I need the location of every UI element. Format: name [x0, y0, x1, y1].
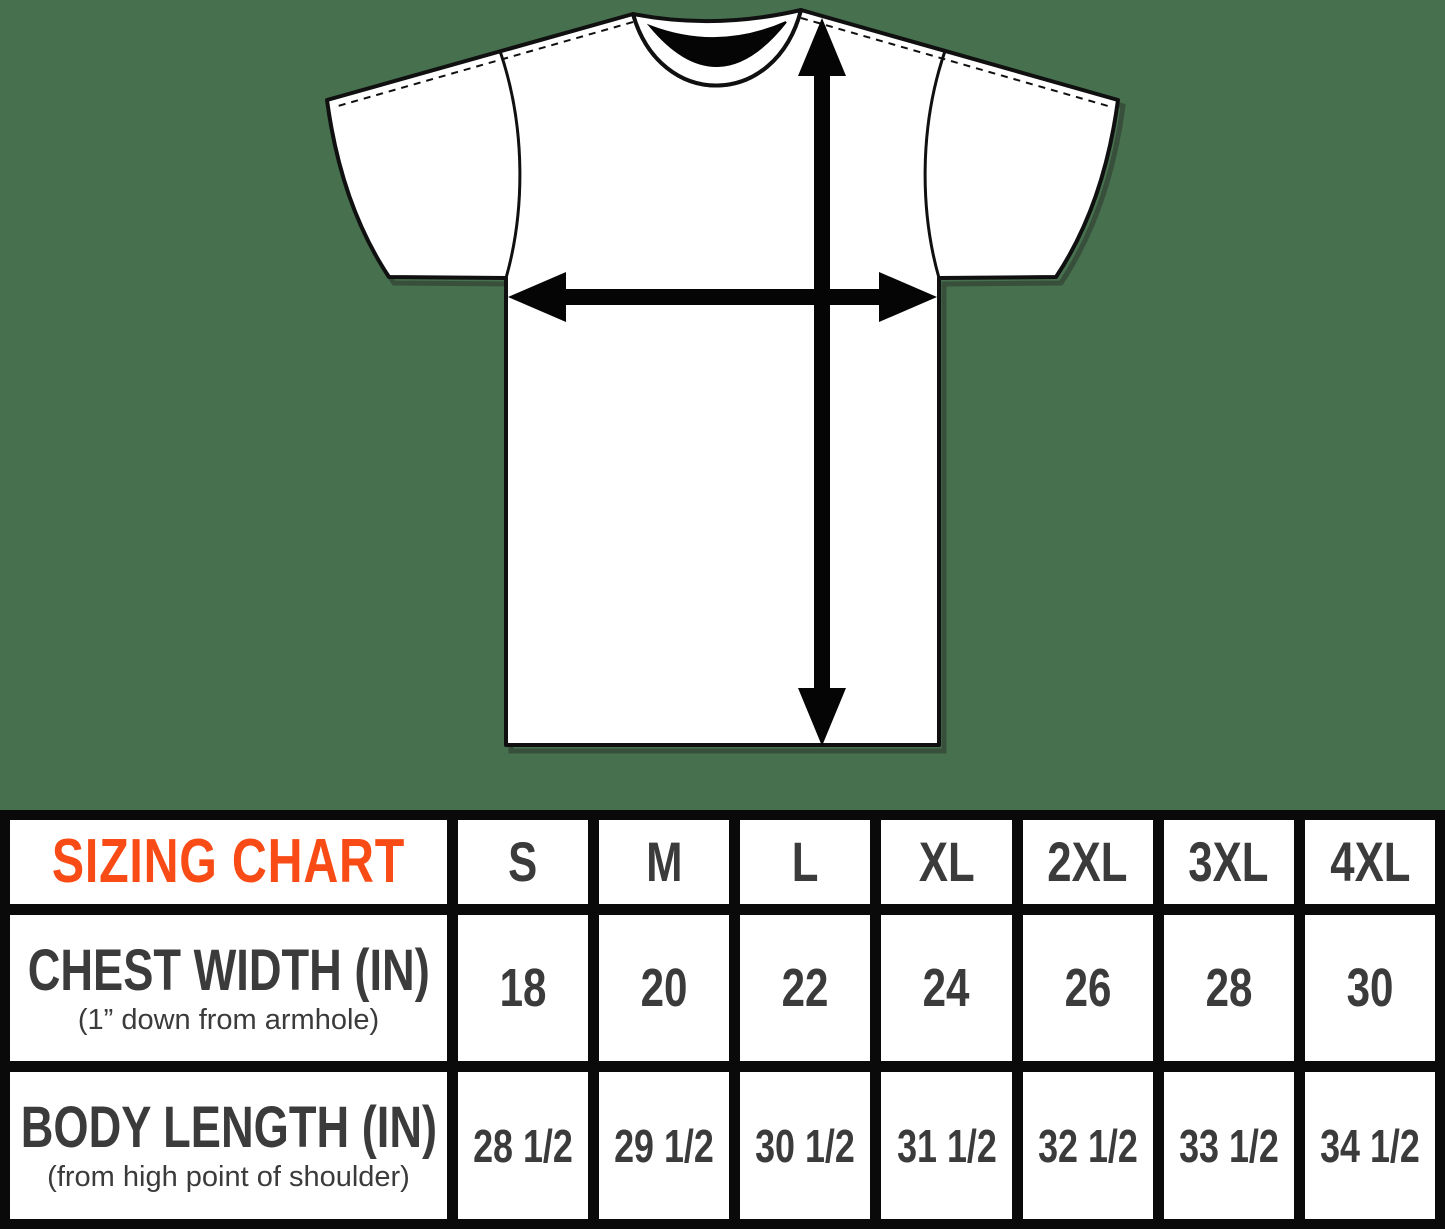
- tshirt-svg: [325, 8, 1126, 754]
- body-length-sublabel: (from high point of shoulder): [47, 1161, 410, 1193]
- chest-width-value-2xl: 26: [1022, 915, 1153, 1061]
- chest-width-value-3xl: 28: [1163, 915, 1294, 1061]
- body-length-value-s: 28 1/2: [458, 1072, 589, 1219]
- chest-width-arrow: [508, 272, 937, 322]
- chest-width-value-s: 18: [458, 915, 589, 1061]
- chest-width-value-4xl: 30: [1304, 915, 1435, 1061]
- left-armhole-seam: [498, 50, 522, 279]
- sizing-chart-title-cell: SIZING CHART: [10, 820, 447, 904]
- right-armhole-seam: [923, 50, 947, 279]
- sizing-chart-title: SIZING CHART: [51, 827, 406, 896]
- tshirt-diagram: [325, 8, 1126, 754]
- chest-width-value-xl: 24: [881, 915, 1012, 1061]
- body-length-value-l: 30 1/2: [740, 1072, 871, 1219]
- body-length-label: BODY LENGTH (IN): [20, 1095, 437, 1160]
- sizing-table: SIZING CHART S M L XL 2XL 3XL 4XL CHEST …: [0, 810, 1445, 1229]
- right-shoulder-stitch: [800, 17, 1109, 107]
- chest-width-sublabel: (1” down from armhole): [77, 1003, 380, 1036]
- tshirt-outline: [325, 8, 1120, 747]
- size-column-header-xl: XL: [881, 820, 1012, 904]
- size-column-header-s: S: [458, 820, 589, 904]
- chest-width-value-l: 22: [740, 915, 871, 1061]
- size-column-header-3xl: 3XL: [1163, 820, 1294, 904]
- body-length-label-cell: BODY LENGTH (IN) (from high point of sho…: [10, 1072, 447, 1219]
- chest-width-label-cell: CHEST WIDTH (IN) (1” down from armhole): [10, 915, 447, 1061]
- size-column-header-2xl: 2XL: [1022, 820, 1153, 904]
- chest-width-value-m: 20: [599, 915, 730, 1061]
- body-length-value-2xl: 32 1/2: [1022, 1072, 1153, 1219]
- collar-opening: [646, 21, 787, 67]
- chest-width-label: CHEST WIDTH (IN): [27, 937, 430, 1003]
- size-column-header-4xl: 4XL: [1304, 820, 1435, 904]
- body-length-value-m: 29 1/2: [599, 1072, 730, 1219]
- body-length-value-xl: 31 1/2: [881, 1072, 1012, 1219]
- body-length-value-3xl: 33 1/2: [1163, 1072, 1294, 1219]
- body-length-value-4xl: 34 1/2: [1304, 1072, 1435, 1219]
- size-column-header-m: M: [599, 820, 730, 904]
- body-length-arrow: [798, 18, 846, 746]
- size-column-header-l: L: [740, 820, 871, 904]
